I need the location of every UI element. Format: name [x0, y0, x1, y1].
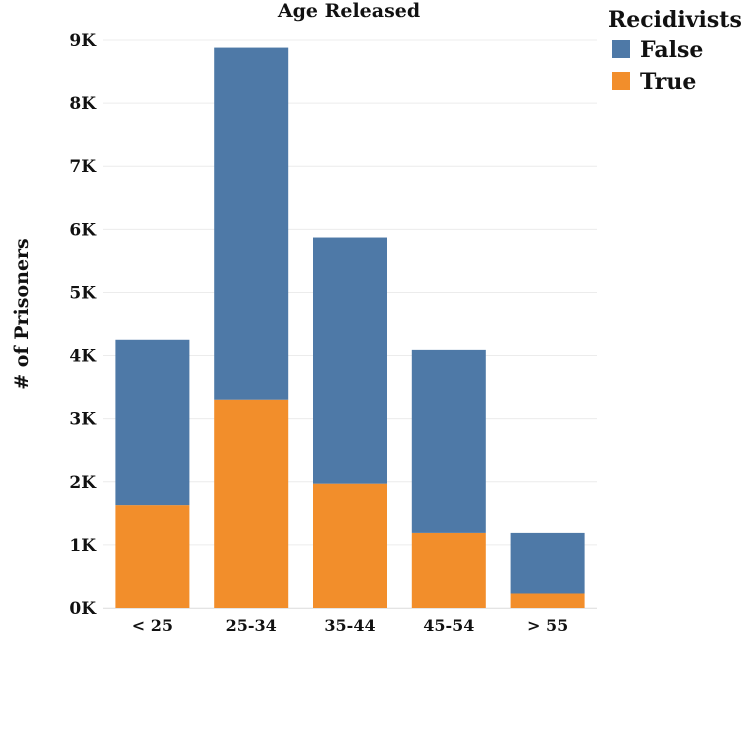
y-tick-label: 3K	[69, 410, 97, 430]
y-tick-label: 5K	[69, 283, 97, 303]
bar-true	[510, 593, 585, 608]
x-tick-label: 25-34	[226, 616, 277, 635]
y-tick-label: 2K	[69, 473, 97, 493]
bar-false	[411, 349, 486, 533]
y-tick-label: 4K	[69, 347, 97, 367]
y-tick-label: 0K	[69, 599, 97, 619]
y-tick-label: 6K	[69, 220, 97, 240]
bar-true	[411, 532, 486, 608]
bar-true	[313, 483, 387, 608]
y-tick-label: 1K	[69, 536, 97, 556]
x-tick-label: > 55	[527, 616, 568, 635]
y-tick-label: 9K	[69, 31, 97, 51]
bar-true	[214, 399, 289, 608]
x-tick-label: 35-44	[324, 616, 375, 635]
y-axis-title: # of Prisoners	[11, 238, 33, 390]
legend-swatch-false	[612, 40, 630, 58]
bar-false	[214, 47, 289, 400]
bar-false	[313, 237, 387, 484]
chart-title: Age Released	[277, 0, 420, 22]
x-tick-label: 45-54	[423, 616, 474, 635]
legend-label-false: False	[640, 37, 703, 63]
bar-false	[510, 532, 585, 594]
y-axis-ticks: 0K 1K 2K 3K 4K 5K 6K 7K 8K 9K	[69, 31, 97, 619]
bars	[115, 47, 585, 608]
legend-swatch-true	[612, 72, 630, 90]
legend: Recidivists False True	[608, 7, 742, 95]
bar-false	[115, 339, 190, 506]
bar-true	[115, 505, 190, 608]
legend-title: Recidivists	[608, 7, 742, 33]
y-tick-label: 8K	[69, 94, 97, 114]
legend-label-true: True	[640, 69, 696, 95]
y-tick-label: 7K	[69, 157, 97, 177]
x-tick-label: < 25	[132, 616, 173, 635]
x-axis-ticks: < 25 25-34 35-44 45-54 > 55	[132, 616, 568, 635]
